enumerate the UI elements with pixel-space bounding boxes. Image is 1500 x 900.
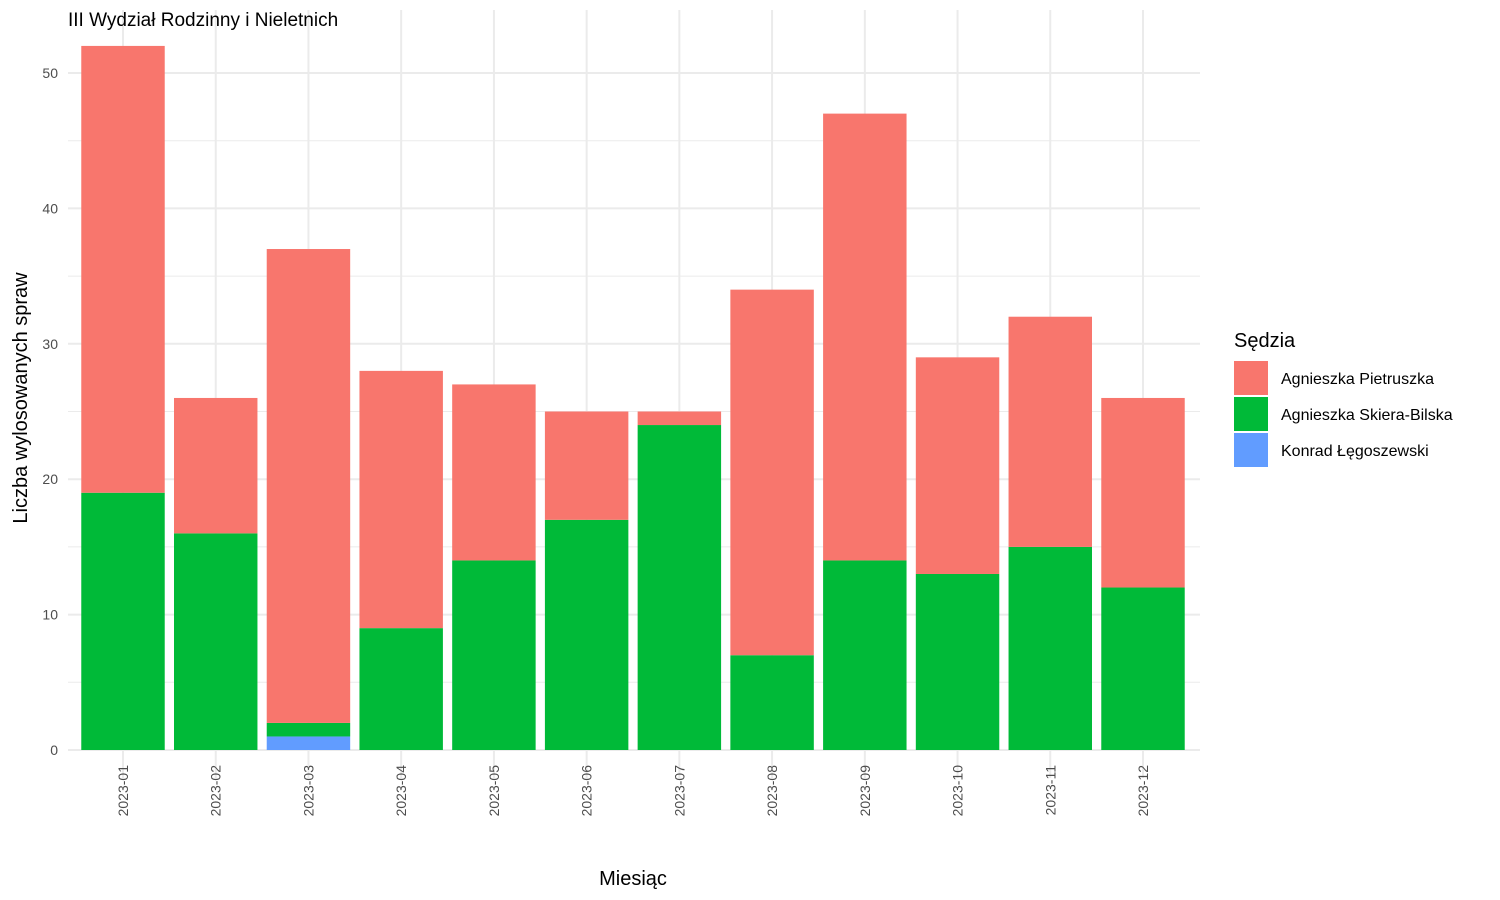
bar-segment xyxy=(452,384,536,561)
bar-segment xyxy=(81,45,165,493)
bar-segment xyxy=(359,628,443,750)
x-tick-labels: 2023-01 2023-02 2023-03 2023-04 2023-05 2023-… xyxy=(115,765,1151,817)
legend-title: Sędzia xyxy=(1234,330,1296,352)
x-tick-label: 2023-08 xyxy=(764,765,780,817)
bar-segment xyxy=(823,560,907,750)
x-tick-label: 2023-10 xyxy=(950,765,966,817)
x-tick-label: 2023-01 xyxy=(115,765,131,817)
y-tick-labels: 0 10 20 30 40 50 xyxy=(42,65,58,758)
bar-segment xyxy=(81,492,165,750)
x-axis-title: Miesiąc xyxy=(599,868,667,890)
chart-title: III Wydział Rodzinny i Nieletnich xyxy=(68,10,338,31)
bar-segment xyxy=(544,411,629,520)
bar-segment xyxy=(266,249,351,723)
x-tick-label: 2023-11 xyxy=(1042,765,1058,816)
bar-segment xyxy=(452,560,536,750)
bar-segment xyxy=(174,397,258,534)
legend: Sędzia Agnieszka Pietruszka Agnieszka Ski… xyxy=(1234,330,1453,467)
y-axis-title: Liczba wylosowanych spraw xyxy=(10,272,32,524)
x-tick-label: 2023-03 xyxy=(300,765,316,817)
bar-segment xyxy=(915,357,1000,574)
legend-label: Konrad Łęgoszewski xyxy=(1281,443,1429,460)
bar-segment xyxy=(1101,587,1185,750)
bar-segment xyxy=(823,113,907,561)
bar-segment xyxy=(174,533,258,750)
legend-key xyxy=(1234,397,1268,431)
bar-segment xyxy=(266,736,351,750)
bar-segment xyxy=(544,519,629,750)
x-tick-label: 2023-12 xyxy=(1135,765,1151,817)
bars-layer xyxy=(81,45,1185,750)
y-tick-label: 10 xyxy=(42,607,58,623)
bar-segment xyxy=(637,411,722,426)
bar-segment xyxy=(1101,397,1185,588)
y-tick-label: 20 xyxy=(42,471,58,487)
x-tick-label: 2023-06 xyxy=(579,765,595,817)
x-tick-label: 2023-02 xyxy=(208,765,224,817)
y-tick-label: 40 xyxy=(42,200,58,216)
legend-key xyxy=(1234,433,1268,467)
x-tick-label: 2023-07 xyxy=(671,765,687,817)
x-tick-label: 2023-04 xyxy=(393,765,409,817)
legend-label: Agnieszka Pietruszka xyxy=(1281,371,1434,388)
legend-label: Agnieszka Skiera-Bilska xyxy=(1281,407,1453,424)
bar-segment xyxy=(637,425,722,750)
bar-segment xyxy=(915,573,1000,750)
legend-key xyxy=(1234,361,1268,395)
bar-segment xyxy=(1008,316,1092,547)
bar-segment xyxy=(730,655,814,750)
bar-segment xyxy=(730,289,814,656)
y-tick-label: 0 xyxy=(50,742,58,758)
bar-segment xyxy=(359,370,443,629)
y-tick-label: 50 xyxy=(42,65,58,81)
x-tick-label: 2023-09 xyxy=(857,765,873,817)
x-tick-label: 2023-05 xyxy=(486,765,502,817)
bar-segment xyxy=(1008,546,1092,750)
y-tick-label: 30 xyxy=(42,336,58,352)
legend-items: Agnieszka Pietruszka Agnieszka Skiera-Bil… xyxy=(1234,361,1453,467)
bar-segment xyxy=(266,722,351,737)
